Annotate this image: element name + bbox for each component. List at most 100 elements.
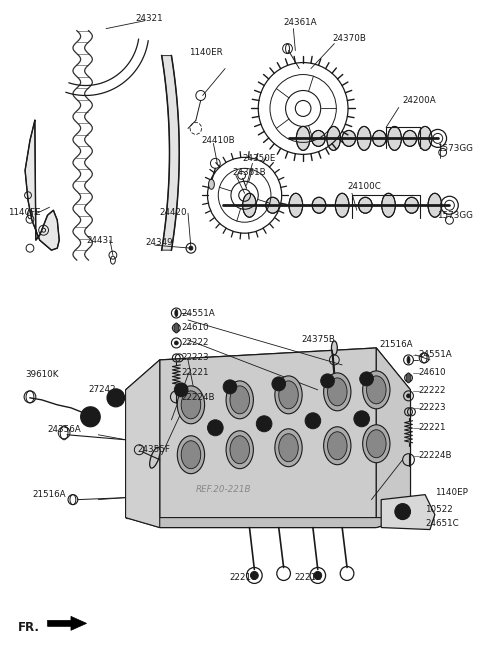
Ellipse shape [226, 431, 253, 468]
Ellipse shape [363, 425, 390, 463]
Text: 22223: 22223 [418, 403, 446, 412]
Text: 24420: 24420 [160, 208, 187, 217]
Ellipse shape [230, 386, 250, 414]
Text: 21516A: 21516A [32, 490, 66, 499]
Text: 22212: 22212 [294, 573, 322, 582]
Circle shape [395, 503, 410, 520]
Ellipse shape [181, 441, 201, 468]
Text: 24410B: 24410B [202, 136, 235, 145]
Ellipse shape [324, 373, 351, 411]
Circle shape [314, 571, 322, 580]
Text: 22224B: 22224B [418, 451, 452, 460]
Ellipse shape [367, 376, 386, 404]
Ellipse shape [331, 341, 337, 355]
Text: 22223: 22223 [181, 353, 209, 362]
Ellipse shape [324, 427, 351, 465]
Text: 22222: 22222 [418, 386, 446, 395]
Ellipse shape [359, 197, 372, 214]
Ellipse shape [243, 193, 256, 217]
Ellipse shape [275, 376, 302, 414]
Ellipse shape [174, 323, 179, 333]
Text: 1573GG: 1573GG [437, 211, 473, 220]
Ellipse shape [357, 126, 371, 150]
Text: 24431: 24431 [86, 236, 114, 245]
Text: 24551A: 24551A [418, 351, 452, 360]
Ellipse shape [226, 381, 253, 419]
Ellipse shape [279, 433, 298, 462]
Circle shape [354, 411, 370, 427]
Ellipse shape [403, 131, 417, 146]
Ellipse shape [312, 131, 325, 146]
Ellipse shape [418, 126, 432, 150]
Ellipse shape [230, 436, 250, 464]
Circle shape [407, 394, 410, 398]
Text: 24355F: 24355F [137, 445, 170, 454]
Circle shape [223, 380, 237, 394]
Polygon shape [376, 348, 410, 527]
Polygon shape [126, 518, 410, 527]
Ellipse shape [296, 126, 310, 150]
Polygon shape [126, 390, 410, 518]
Circle shape [174, 341, 178, 345]
Ellipse shape [405, 197, 419, 214]
Text: 24356A: 24356A [48, 425, 81, 434]
Ellipse shape [363, 371, 390, 409]
Ellipse shape [428, 193, 442, 217]
Ellipse shape [266, 197, 279, 214]
Polygon shape [25, 120, 59, 250]
Text: 22222: 22222 [181, 338, 209, 347]
Text: 39610K: 39610K [25, 370, 59, 379]
Text: 22211: 22211 [229, 573, 256, 582]
Ellipse shape [150, 447, 160, 468]
Text: 27242: 27242 [88, 386, 116, 395]
Polygon shape [48, 617, 86, 630]
Text: 24370B: 24370B [333, 34, 366, 43]
Ellipse shape [406, 373, 411, 383]
Ellipse shape [327, 432, 347, 460]
Text: 1140ER: 1140ER [189, 48, 223, 57]
Circle shape [251, 571, 258, 580]
Text: 24361A: 24361A [284, 18, 317, 27]
Polygon shape [381, 495, 435, 529]
Circle shape [256, 416, 272, 432]
Ellipse shape [327, 126, 340, 150]
Text: FR.: FR. [18, 621, 40, 634]
Ellipse shape [388, 126, 401, 150]
Text: 22224B: 22224B [181, 393, 215, 402]
Text: 1140EP: 1140EP [435, 488, 468, 497]
Text: 24350E: 24350E [243, 154, 276, 163]
Text: 24610: 24610 [181, 324, 209, 333]
Text: 21516A: 21516A [379, 340, 413, 349]
Circle shape [189, 246, 193, 250]
Ellipse shape [367, 430, 386, 457]
Text: 1140FE: 1140FE [9, 208, 41, 217]
Ellipse shape [372, 131, 386, 146]
Circle shape [305, 413, 321, 429]
Polygon shape [162, 56, 179, 250]
Ellipse shape [327, 378, 347, 406]
Circle shape [207, 420, 223, 436]
Ellipse shape [181, 391, 201, 419]
Circle shape [321, 374, 335, 388]
Text: 22221: 22221 [418, 423, 446, 432]
Text: 10522: 10522 [425, 505, 453, 514]
Text: 24651C: 24651C [425, 519, 459, 528]
Text: 24321: 24321 [135, 14, 163, 23]
Polygon shape [126, 348, 410, 390]
Text: 24375B: 24375B [301, 335, 335, 344]
Ellipse shape [177, 436, 204, 474]
Ellipse shape [275, 429, 302, 466]
Ellipse shape [177, 386, 204, 424]
Text: 24361B: 24361B [232, 168, 265, 177]
Ellipse shape [208, 179, 215, 190]
Text: 24551A: 24551A [181, 309, 215, 318]
Text: 24200A: 24200A [403, 96, 436, 105]
Ellipse shape [289, 193, 303, 217]
Ellipse shape [175, 309, 178, 316]
Text: REF.20-221B: REF.20-221B [196, 485, 252, 494]
Circle shape [272, 377, 286, 391]
Ellipse shape [342, 131, 356, 146]
Circle shape [107, 389, 125, 407]
Ellipse shape [336, 193, 349, 217]
Text: 22221: 22221 [181, 368, 209, 377]
